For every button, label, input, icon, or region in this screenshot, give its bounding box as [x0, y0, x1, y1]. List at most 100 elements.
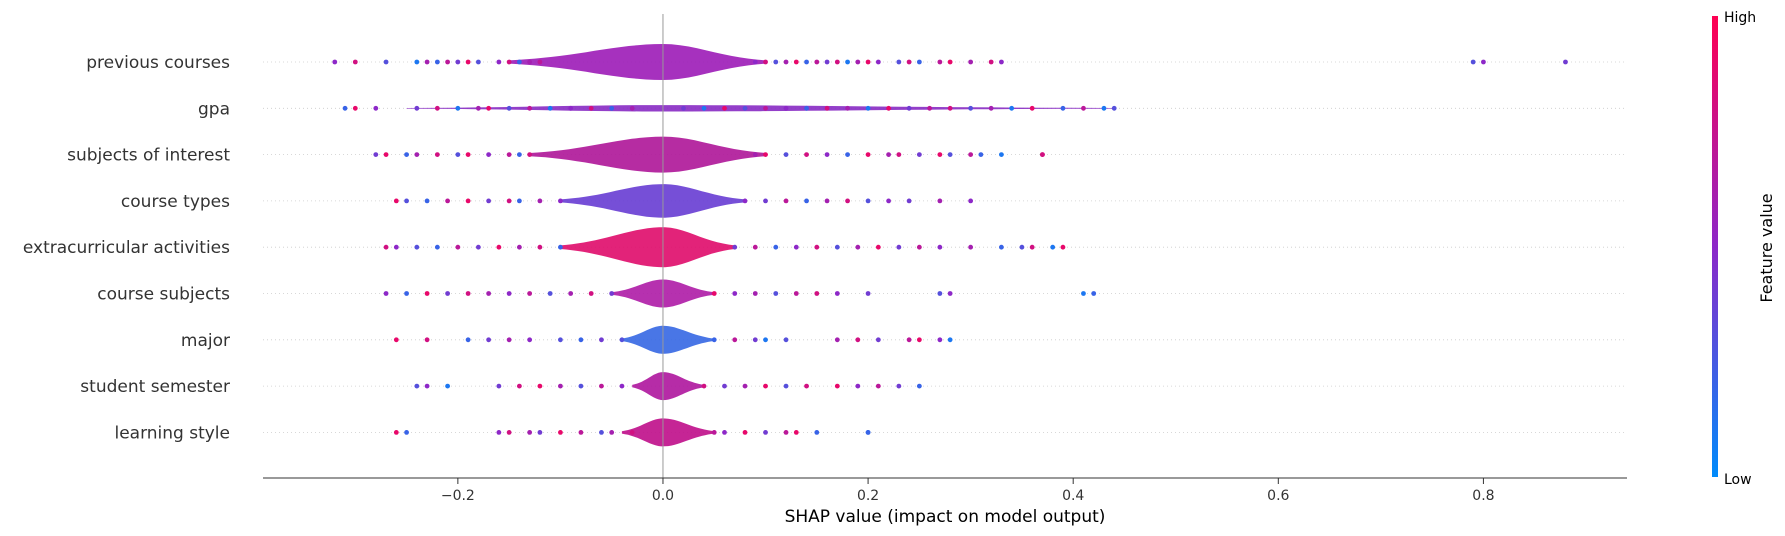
shap-point: [537, 430, 543, 435]
shap-point: [732, 291, 738, 296]
shap-point: [609, 105, 615, 111]
shap-point: [947, 337, 953, 343]
shap-point: [496, 59, 502, 65]
shap-point: [742, 198, 748, 204]
shap-point: [558, 198, 563, 204]
shap-point: [455, 105, 461, 111]
shap-point: [1091, 291, 1097, 296]
shap-point: [752, 244, 758, 250]
shap-point: [804, 198, 809, 204]
shap-point: [527, 59, 533, 65]
x-tick-label: 0.6: [1267, 488, 1289, 504]
dot-layer: [332, 59, 1568, 435]
shap-point: [763, 198, 768, 204]
shap-point: [834, 244, 840, 250]
shap-point: [906, 59, 912, 65]
shap-point: [711, 291, 717, 296]
shap-point: [752, 337, 758, 343]
x-axis-title: SHAP value (impact on model output): [785, 507, 1106, 527]
shap-point: [875, 59, 881, 65]
violin-learning-style: [621, 418, 715, 447]
shap-point: [1029, 244, 1035, 250]
shap-point: [886, 152, 891, 158]
shap-point: [947, 291, 953, 296]
shap-point: [937, 198, 943, 204]
shap-point: [937, 337, 943, 343]
violin-extracurricular-activities: [560, 227, 735, 268]
shap-point: [773, 59, 779, 65]
feature-label: previous courses: [86, 53, 230, 73]
shap-point: [599, 383, 604, 389]
shap-point: [1081, 291, 1086, 296]
shap-point: [373, 152, 379, 158]
shap-point: [722, 383, 727, 389]
shap-point: [855, 59, 861, 65]
shap-point: [845, 198, 850, 204]
violin-student-semester: [632, 372, 704, 401]
shap-point: [916, 59, 922, 65]
shap-point: [393, 337, 399, 343]
shap-point: [383, 152, 389, 158]
shap-point: [783, 430, 789, 435]
shap-point: [916, 337, 922, 343]
colorbar-gradient: [1712, 16, 1718, 477]
shap-point: [352, 59, 358, 65]
shap-point: [547, 291, 553, 296]
shap-point: [414, 244, 420, 250]
shap-point: [578, 337, 584, 343]
shap-point: [588, 291, 594, 296]
shap-point: [486, 198, 492, 204]
shap-point: [834, 383, 840, 389]
feature-label: extracurricular activities: [23, 238, 230, 258]
shap-point: [455, 244, 461, 250]
shap-point: [424, 337, 430, 343]
shap-point: [609, 430, 615, 435]
shap-point: [496, 430, 502, 435]
shap-point: [1481, 59, 1486, 65]
colorbar-low-label: Low: [1724, 472, 1752, 488]
shap-point: [373, 105, 379, 111]
shap-point: [752, 59, 758, 65]
shap-point: [1009, 105, 1015, 111]
shap-point: [1040, 152, 1045, 158]
shap-point: [383, 291, 389, 296]
shap-point: [383, 244, 389, 250]
shap-point: [599, 430, 604, 435]
shap-point: [937, 291, 943, 296]
violin-course-types: [560, 184, 745, 218]
shap-point: [722, 430, 727, 435]
x-axis: −0.2 0.0 0.2 0.4 0.6 0.8 SHAP value (impact o…: [263, 477, 1627, 527]
shap-point: [783, 152, 789, 158]
shap-point: [845, 59, 850, 65]
shap-point: [804, 152, 809, 158]
shap-point: [383, 59, 389, 65]
shap-point: [1060, 105, 1066, 111]
shap-point: [568, 105, 574, 111]
shap-point: [434, 105, 440, 111]
shap-point: [404, 430, 409, 435]
shap-point: [475, 244, 481, 250]
shap-point: [609, 291, 615, 296]
shap-point: [968, 244, 974, 250]
shap-point: [865, 198, 871, 204]
shap-point: [783, 59, 789, 65]
shap-point: [732, 244, 738, 250]
shap-point: [834, 291, 840, 296]
shap-point: [619, 383, 625, 389]
shap-point: [1019, 244, 1025, 250]
shap-point: [558, 430, 563, 435]
shap-point: [865, 430, 871, 435]
x-tick-label: −0.2: [441, 488, 475, 504]
shap-point: [434, 59, 440, 65]
shap-point: [999, 244, 1004, 250]
shap-point: [465, 198, 471, 204]
shap-point: [414, 383, 420, 389]
shap-point: [763, 105, 768, 111]
shap-point: [455, 152, 461, 158]
shap-point: [865, 152, 871, 158]
shap-point: [999, 152, 1004, 158]
shap-point: [393, 430, 399, 435]
shap-point: [414, 105, 420, 111]
shap-point: [424, 59, 430, 65]
shap-point: [465, 291, 471, 296]
